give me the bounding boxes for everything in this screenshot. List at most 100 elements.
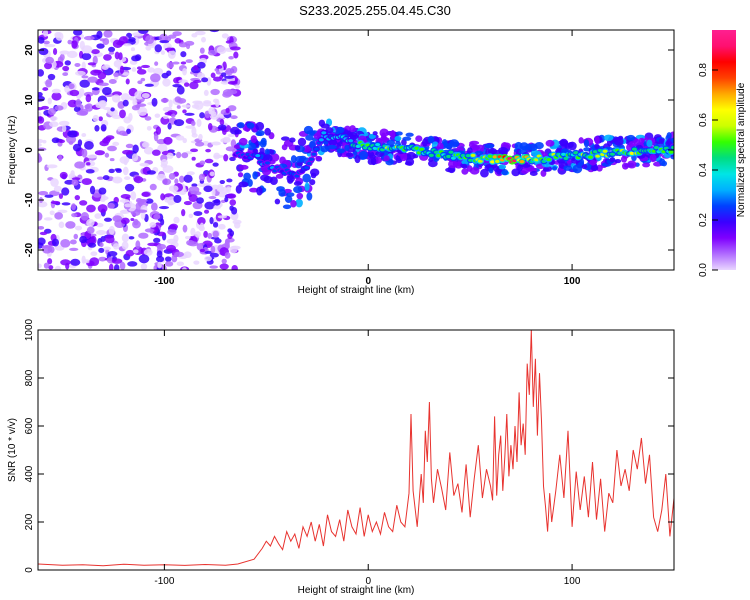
heatmap-cell [60,259,71,266]
y-tick-label: 10 [24,94,35,106]
heatmap-cell [191,104,200,109]
heatmap-cell [136,103,147,107]
heatmap-cell [99,242,104,248]
heatmap-cell [113,60,122,68]
heatmap-cell [47,258,53,265]
heatmap-cell [173,194,182,204]
heatmap-cell [143,146,154,155]
heatmap-cell [234,129,242,135]
heatmap-cell [140,263,148,270]
heatmap-cell [125,78,130,85]
heatmap-cell [98,256,107,262]
heatmap-cell [653,146,659,150]
heatmap-cell [143,248,153,256]
heatmap-cell [578,137,584,144]
heatmap-cell [666,132,672,139]
heatmap-cell [42,139,47,144]
heatmap-cell [563,165,573,171]
heatmap-cell [69,247,79,252]
heatmap-cell [229,156,236,162]
heatmap-cell [182,68,187,76]
heatmap-cell [166,62,174,69]
heatmap-cell [415,135,423,142]
heatmap-cell [38,69,45,77]
heatmap-cell [141,64,150,69]
heatmap-cell [461,163,468,169]
heatmap-cell [98,187,107,195]
heatmap-cell [108,168,115,174]
heatmap-cell [98,116,103,122]
heatmap-cell [594,135,600,145]
heatmap-cell [153,237,161,243]
heatmap-cell [153,213,161,220]
heatmap-cell [87,62,97,66]
heatmap-cell [160,98,169,103]
heatmap-cell [164,256,172,262]
heatmap-cell [372,131,378,136]
heatmap-cell [193,211,203,217]
heatmap-cell [137,106,148,116]
snr-series-line [38,330,674,567]
heatmap-cell [213,76,223,82]
y-tick-label: 200 [24,513,35,530]
heatmap-cell [199,248,206,253]
heatmap-cell [191,33,198,38]
heatmap-cell [64,60,71,66]
heatmap-cell [42,87,49,91]
heatmap-cell [210,245,216,254]
heatmap-cell [58,154,63,162]
heatmap-cell [156,173,167,181]
heatmap-cell [198,173,206,182]
heatmap-cell [466,165,473,172]
heatmap-cell [199,47,205,54]
heatmap-cell [119,199,130,203]
heatmap-cell [212,230,220,238]
heatmap-cell [74,70,86,76]
heatmap-cell [96,43,105,49]
heatmap-cell [449,139,460,148]
heatmap-cell [132,98,138,106]
heatmap-cell [73,30,83,36]
heatmap-cell [162,115,169,119]
heatmap-cell [197,61,206,69]
heatmap-cell [627,160,637,169]
heatmap-cell [501,168,509,176]
heatmap-cell [189,81,199,90]
heatmap-cell [163,136,173,145]
heatmap-cell [141,92,150,99]
heatmap-cell [295,198,303,208]
heatmap-cell [121,233,130,243]
heatmap-cell [69,89,80,97]
heatmap-cell [103,246,112,251]
heatmap-cell [217,215,228,219]
heatmap-cell [74,194,81,201]
heatmap-cell [237,172,244,178]
heatmap-cell [81,255,86,264]
heatmap-cell [493,165,500,172]
heatmap-cell [234,221,241,229]
heatmap-cell [86,226,95,234]
heatmap-cell [293,186,303,194]
heatmap-cell [140,77,146,82]
heatmap-cell [294,174,300,178]
heatmap-cell [176,85,185,95]
heatmap-cell [226,178,233,183]
heatmap-cell [212,162,219,167]
heatmap-cell [153,132,159,142]
heatmap-cell [47,73,56,81]
heatmap-cell [405,132,414,137]
heatmap-cell [487,154,493,158]
heatmap-cell [529,171,538,176]
heatmap-cell [97,204,108,213]
heatmap-cell [136,69,147,75]
heatmap-cell [159,40,170,44]
heatmap-cell [70,258,81,266]
heatmap-cell [638,137,645,144]
heatmap-cell [281,144,288,151]
heatmap-cell [60,239,71,248]
heatmap-cell [128,112,133,122]
heatmap-cell [282,204,292,210]
heatmap-cell [154,113,161,118]
heatmap-cell [306,192,313,201]
heatmap-cell [309,179,316,186]
